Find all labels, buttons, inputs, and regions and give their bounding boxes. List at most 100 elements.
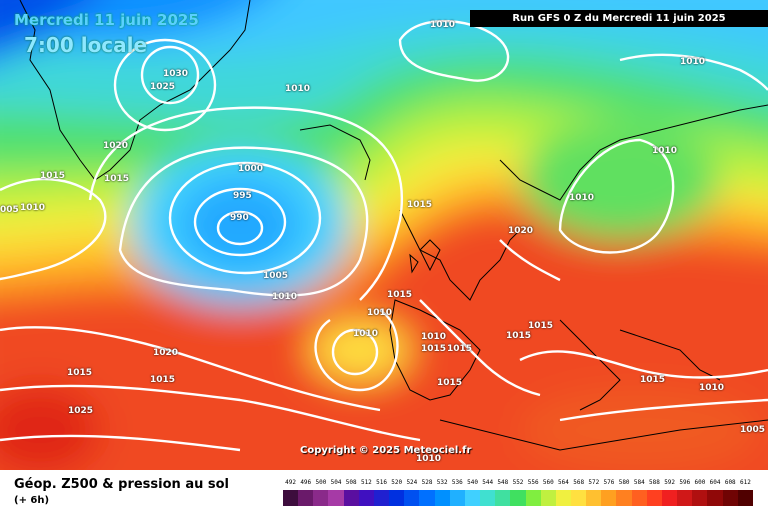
isobar-label: 1015 — [447, 344, 473, 354]
isobar-label: 1020 — [103, 141, 129, 151]
isobar-label: 1025 — [68, 406, 94, 416]
color-scale-swatch — [480, 490, 496, 506]
color-scale-swatch — [661, 490, 678, 506]
color-scale-tick: 576 — [603, 479, 615, 486]
isobar-label: 1015 — [150, 375, 176, 385]
color-scale-swatch — [677, 490, 693, 506]
color-scale-tick: 544 — [482, 479, 494, 486]
legend-subtitle: (+ 6h) — [14, 495, 50, 506]
isobar-label: 1010 — [699, 383, 725, 393]
color-scale-tick: 540 — [467, 479, 478, 486]
color-scale-swatch — [631, 490, 647, 506]
isobar-label: 1010 — [285, 84, 311, 94]
color-scale-swatch — [586, 490, 602, 506]
color-scale-tick: 528 — [421, 479, 433, 486]
isobar-label: 1030 — [163, 69, 189, 79]
color-scale-tick: 536 — [451, 479, 463, 486]
isobar-label: 1015 — [387, 290, 413, 300]
isobar-label: 1015 — [506, 331, 532, 341]
color-scale-swatch — [358, 490, 374, 506]
color-scale-swatch — [373, 490, 390, 506]
isobar-label: 990 — [230, 213, 249, 223]
color-scale-tick: 560 — [542, 479, 554, 486]
isobar-label: 1010 — [416, 454, 442, 464]
color-scale-swatch — [616, 490, 632, 506]
isobar-label: 1020 — [508, 226, 534, 236]
isobar-label: 1015 — [67, 368, 93, 378]
color-scale-swatch — [343, 490, 359, 506]
color-scale-tick: 572 — [588, 479, 600, 486]
color-scale-tick: 512 — [360, 479, 372, 486]
color-scale-tick: 500 — [315, 479, 327, 486]
color-scale-tick: 548 — [497, 479, 509, 486]
isobar-label: 1000 — [238, 164, 264, 174]
color-scale-tick: 596 — [679, 479, 691, 486]
color-scale-tick: 520 — [391, 479, 403, 486]
color-scale-tick: 588 — [649, 479, 660, 486]
isobar-label: 1010 — [680, 57, 706, 67]
isobar-label: 1015 — [640, 375, 666, 385]
color-scale-swatch — [540, 490, 556, 506]
color-scale-tick: 584 — [633, 479, 645, 486]
color-scale-tick: 508 — [345, 479, 357, 486]
color-scale-tick: 608 — [724, 479, 736, 486]
color-scale-swatch — [328, 490, 344, 506]
color-scale-swatch — [283, 490, 299, 506]
isobar-label: 1010 — [421, 332, 447, 342]
color-scale-swatch — [510, 490, 526, 506]
color-scale-tick: 568 — [573, 479, 585, 486]
isobar-label: 1015 — [407, 200, 433, 210]
color-scale-swatch — [722, 490, 738, 506]
isobar-label: 1015 — [421, 344, 447, 354]
color-scale-swatch — [389, 490, 405, 506]
isobar-label: 1015 — [437, 378, 463, 388]
color-scale-swatch — [737, 490, 753, 506]
color-scale-tick: 492 — [285, 479, 296, 486]
coastlines — [19, 0, 768, 451]
isobar-label: 1010 — [353, 329, 379, 339]
legend-panel: Géop. Z500 & pression au sol (+ 6h) 492 4… — [0, 470, 768, 512]
color-scale-swatch — [449, 490, 465, 506]
color-scale-swatch — [495, 490, 511, 506]
geopotential-field — [0, 0, 768, 470]
isobar-label: 1025 — [150, 82, 176, 92]
isobar-label: 1005 — [740, 425, 766, 435]
color-scale-tick: 580 — [618, 479, 630, 486]
color-scale-swatch — [601, 490, 617, 506]
legend-title: Géop. Z500 & pression au sol — [14, 477, 229, 492]
isobar-label: 1015 — [528, 321, 554, 331]
weather-map: Mercredi 11 juin 2025 7:00 locale Run GF… — [0, 0, 768, 470]
color-scale-swatch — [555, 490, 571, 506]
color-scale-swatch — [419, 490, 435, 506]
isobar-label: 1010 — [20, 203, 46, 213]
isobar-label: 1015 — [40, 171, 66, 181]
color-scale-tick: 496 — [300, 479, 312, 486]
color-scale-swatch — [570, 490, 587, 506]
color-scale-swatch — [298, 490, 314, 506]
isobar-label: 1010 — [652, 146, 678, 156]
color-scale-tick: 556 — [527, 479, 539, 486]
color-scale-swatch — [464, 490, 481, 506]
color-scale-swatch — [707, 490, 723, 506]
color-scale-tick: 516 — [376, 479, 387, 486]
color-scale-tick: 564 — [558, 479, 569, 486]
color-scale-tick: 552 — [512, 479, 524, 486]
isobars — [0, 19, 768, 452]
isobar-label: 995 — [233, 191, 252, 201]
isobar-label: 1010 — [272, 292, 298, 302]
color-scale-tick: 600 — [694, 479, 706, 486]
forecast-hour: 7:00 locale — [24, 33, 148, 57]
isobar-label: 005 — [0, 205, 19, 215]
map-canvas — [0, 0, 768, 470]
isobar-label: 1005 — [263, 271, 289, 281]
color-scale-tick: 612 — [739, 479, 751, 486]
forecast-date: Mercredi 11 juin 2025 — [14, 11, 199, 29]
model-run-banner: Run GFS 0 Z du Mercredi 11 juin 2025 — [470, 10, 768, 27]
color-scale-tick: 524 — [406, 479, 418, 486]
color-scale-tick: 592 — [664, 479, 676, 486]
isobar-label: 1010 — [430, 20, 456, 30]
color-scale-tick: 504 — [330, 479, 342, 486]
isobar-label: 1010 — [367, 308, 393, 318]
isobar-label: 1020 — [153, 348, 179, 358]
color-scale-swatch — [434, 490, 450, 506]
